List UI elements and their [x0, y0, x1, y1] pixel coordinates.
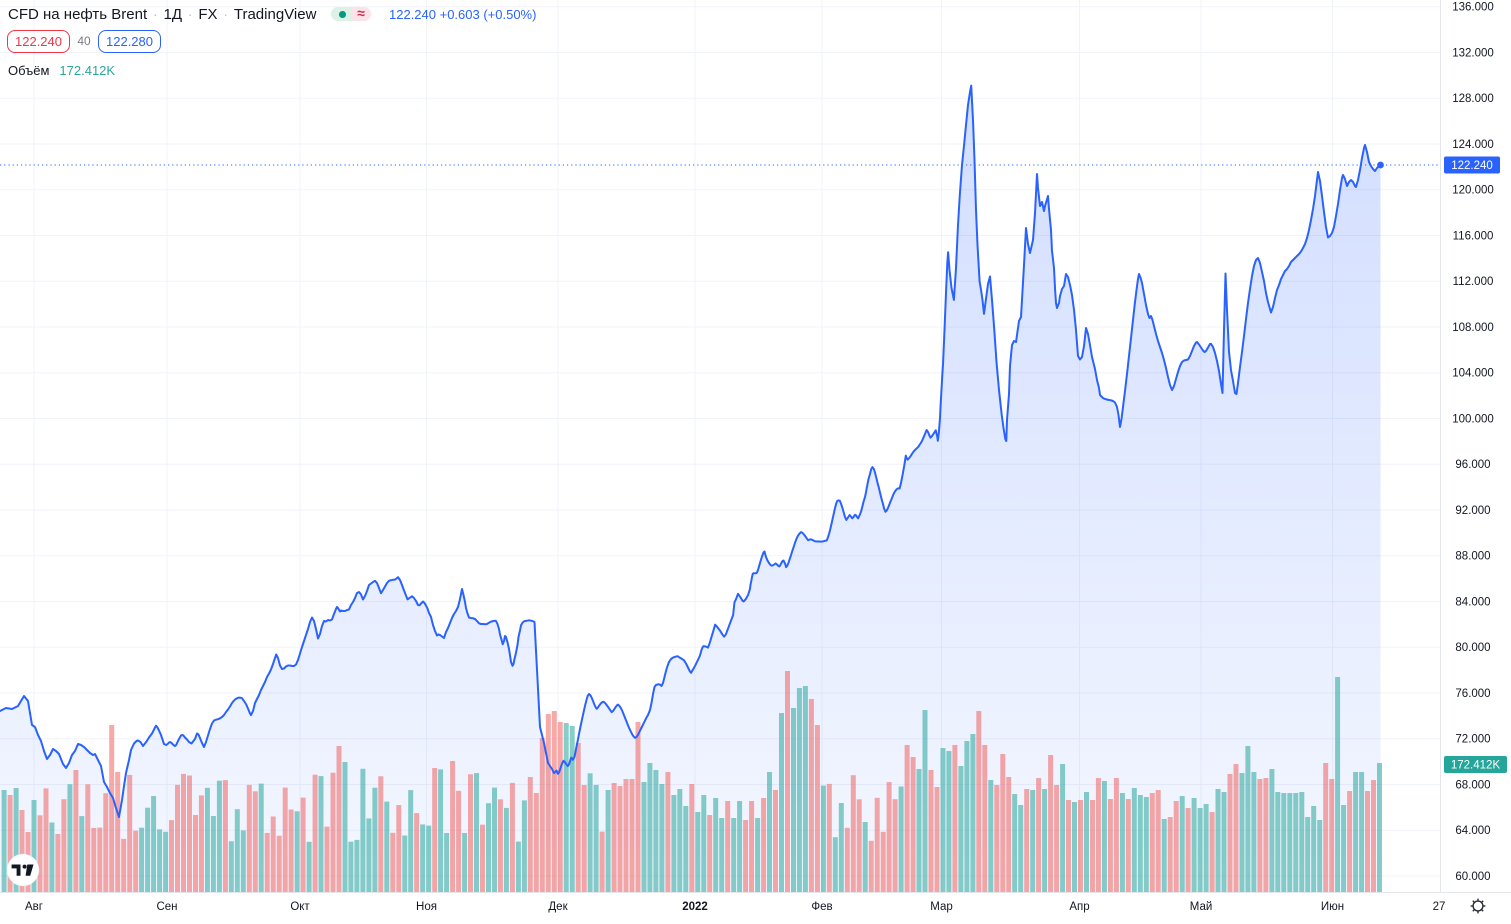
- svg-text:68.000: 68.000: [1455, 779, 1490, 791]
- svg-text:92.000: 92.000: [1455, 505, 1490, 517]
- svg-text:96.000: 96.000: [1455, 459, 1490, 471]
- svg-text:Июн: Июн: [1321, 901, 1344, 913]
- svg-text:88.000: 88.000: [1455, 551, 1490, 563]
- svg-text:104.000: 104.000: [1452, 368, 1494, 380]
- svg-text:Дек: Дек: [548, 901, 568, 913]
- svg-text:Ноя: Ноя: [416, 901, 437, 913]
- svg-text:Апр: Апр: [1069, 901, 1089, 913]
- svg-text:60.000: 60.000: [1455, 871, 1490, 883]
- svg-text:Мар: Мар: [930, 901, 953, 913]
- svg-text:Май: Май: [1190, 901, 1213, 913]
- svg-text:76.000: 76.000: [1455, 688, 1490, 700]
- svg-text:Авг: Авг: [25, 901, 43, 913]
- svg-text:64.000: 64.000: [1455, 825, 1490, 837]
- svg-text:172.412K: 172.412K: [1451, 760, 1501, 772]
- svg-text:136.000: 136.000: [1452, 2, 1494, 14]
- svg-text:124.000: 124.000: [1452, 139, 1494, 151]
- svg-text:Сен: Сен: [156, 901, 177, 913]
- svg-text:27: 27: [1433, 901, 1446, 913]
- svg-text:2022: 2022: [682, 901, 708, 913]
- svg-text:132.000: 132.000: [1452, 47, 1494, 59]
- svg-text:100.000: 100.000: [1452, 413, 1494, 425]
- svg-text:72.000: 72.000: [1455, 734, 1490, 746]
- svg-text:Окт: Окт: [290, 901, 310, 913]
- svg-text:108.000: 108.000: [1452, 322, 1494, 334]
- svg-text:112.000: 112.000: [1453, 276, 1494, 288]
- svg-text:80.000: 80.000: [1455, 642, 1490, 654]
- svg-text:128.000: 128.000: [1452, 93, 1494, 105]
- svg-text:120.000: 120.000: [1452, 185, 1494, 197]
- svg-text:84.000: 84.000: [1455, 596, 1490, 608]
- svg-text:116.000: 116.000: [1453, 230, 1494, 242]
- svg-text:122.240: 122.240: [1451, 160, 1493, 172]
- svg-text:Фев: Фев: [811, 901, 832, 913]
